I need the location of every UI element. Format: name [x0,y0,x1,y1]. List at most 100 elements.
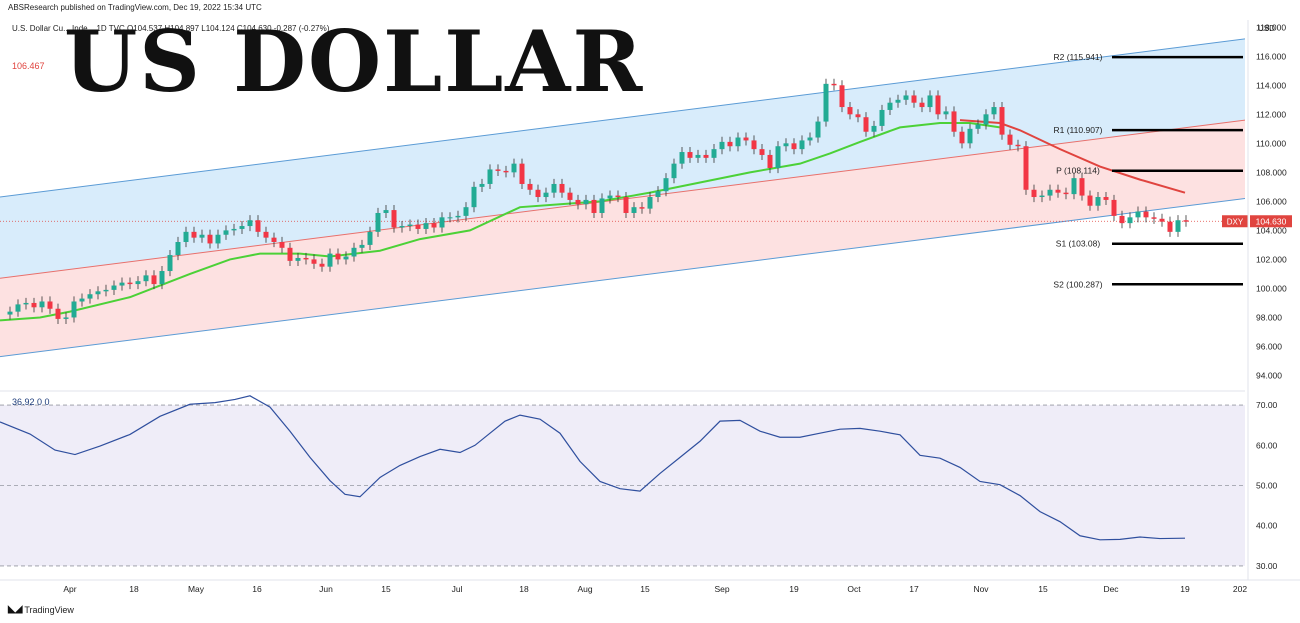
rsi-legend-values: 36.92 0 0 [12,397,50,407]
candle [927,90,933,113]
candle [711,144,717,163]
candle-body [95,291,101,295]
channel-lower-fill [0,120,1245,357]
candle [1023,141,1029,195]
candle [1071,173,1077,200]
candle-body [335,253,341,260]
candle [935,90,941,120]
time-tick-label: Aug [577,584,592,594]
candle [639,202,645,214]
candle [159,265,165,290]
candle [247,215,253,232]
candle [431,218,437,233]
candle [1055,184,1061,198]
candle-body [359,244,365,248]
candle [63,312,69,324]
candle-body [687,152,693,158]
candle-body [1119,215,1125,224]
candle-body [199,234,205,238]
candle [367,226,373,250]
candle [831,78,837,91]
rsi-line [0,395,1186,541]
candle [623,191,629,219]
candle [855,109,861,123]
candle [55,303,61,324]
candle [503,165,509,178]
tradingview-brand[interactable]: ◣◢ TradingView [8,604,74,615]
candle [607,190,613,204]
rsi-tick-label: 50.00 [1256,481,1278,491]
candle-body [319,263,325,267]
candle-body [31,302,37,308]
time-tick-label: Sep [714,584,729,594]
rsi-tick-label: 70.00 [1256,400,1278,410]
candle [895,94,901,108]
candle-body [1111,199,1117,216]
candle-body [911,95,917,103]
candle [703,149,709,163]
price-tick-label: 102.000 [1256,254,1287,264]
candle [15,299,21,317]
candle-body [447,217,453,219]
candle-body [679,152,685,164]
candle-body [463,207,469,216]
pivot-label: S2 (100.287) [1053,279,1102,289]
candle-body [1031,189,1037,198]
candle-body [343,256,349,260]
candle [527,178,533,195]
candle-body [599,198,605,213]
candle [1127,212,1133,229]
last-price-tag-text: 104.630 [1256,216,1287,226]
candle [351,242,357,262]
candle [671,158,677,184]
candle [439,212,445,233]
time-tick-label: May [188,584,205,594]
candle [615,190,621,203]
pivot-label: P (108.114) [1056,166,1100,176]
candle [407,219,413,232]
candle [519,158,525,190]
candle-body [119,282,125,286]
candle [87,289,93,304]
candle [223,225,229,240]
candle [767,149,773,174]
candle-body [295,257,301,261]
candle [1087,190,1093,211]
candle [863,112,869,137]
candle [1079,173,1085,201]
candle-body [1103,197,1109,200]
candle [559,178,565,198]
candle [727,136,733,152]
candle [663,173,669,197]
candle [959,126,965,149]
candle-body [991,107,997,115]
candle [111,280,117,295]
rsi-tick-label: 40.00 [1256,521,1278,531]
candle [391,205,397,233]
candle-body [1047,189,1053,196]
symbol-ohlc-line: U.S. Dollar Cu... Inde... 1D TVC O104.53… [12,24,330,33]
candle [1167,216,1173,237]
candle [799,135,805,155]
currency-label: USD [1258,24,1275,33]
published-by-line: ABSResearch published on TradingView.com… [8,3,262,12]
time-tick-label: 18 [129,584,139,594]
candle [23,297,29,310]
time-tick-label: Jul [452,584,463,594]
channel-upper-line [0,38,1245,198]
candle [1143,206,1149,223]
candle-body [1087,195,1093,206]
candle [1015,139,1021,152]
candle [1007,129,1013,150]
candle-body [479,183,485,187]
candle [71,296,77,323]
candle [1135,206,1141,223]
candle [735,132,741,152]
price-tick-label: 118.000 [1256,22,1286,32]
candle [1119,210,1125,229]
candle [551,178,557,198]
candle [199,229,205,243]
candle [807,132,813,146]
candle-body [1039,195,1045,198]
